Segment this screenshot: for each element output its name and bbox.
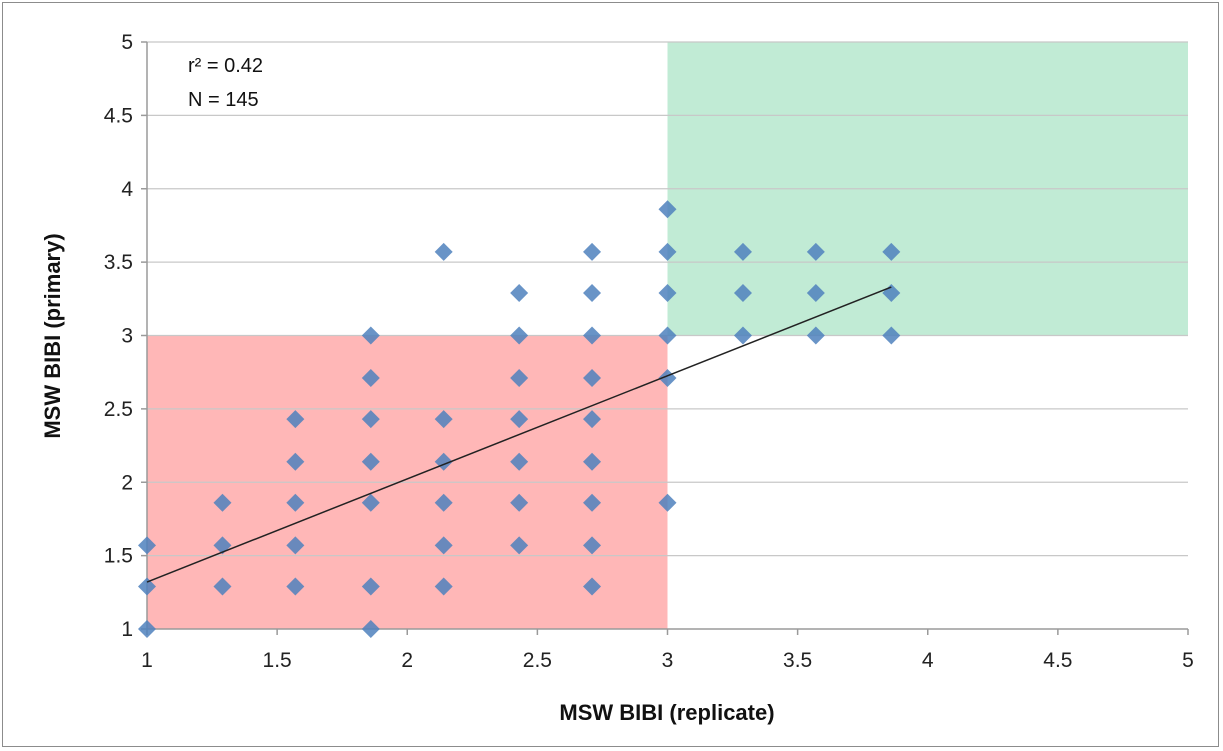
x-tick-label: 1.5 (263, 649, 292, 672)
data-point (583, 242, 602, 261)
x-tick-labels: 1 1.5 2 2.5 3 3.5 4 4.5 5 (141, 649, 1194, 672)
x-tick-label: 3.5 (783, 649, 812, 672)
data-point (882, 242, 901, 261)
data-point (434, 577, 453, 596)
r-squared-annotation: r² = 0.42 (188, 55, 263, 77)
y-tick-label: 1.5 (104, 545, 133, 568)
data-point (361, 452, 380, 471)
data-point (434, 536, 453, 555)
data-point (882, 326, 901, 345)
y-tick-label: 2 (121, 471, 133, 494)
x-tick-label: 3 (662, 649, 674, 672)
data-point (213, 577, 232, 596)
data-point (361, 620, 380, 638)
data-point (213, 493, 232, 512)
data-point (434, 493, 453, 512)
data-point (583, 577, 602, 596)
trendline-group (146, 286, 892, 583)
y-tick-label: 2.5 (104, 398, 133, 421)
data-point (806, 242, 825, 261)
data-point (583, 452, 602, 471)
data-point (583, 493, 602, 512)
y-tick-label: 5 (121, 31, 133, 54)
data-point (510, 326, 529, 345)
data-point (361, 326, 380, 345)
y-tick-label: 3.5 (104, 251, 133, 274)
data-point (286, 536, 305, 555)
data-point (806, 283, 825, 302)
y-tick-label: 4.5 (104, 104, 133, 127)
x-tick-label: 5 (1182, 649, 1194, 672)
data-point (510, 452, 529, 471)
data-point (658, 326, 677, 345)
data-point (361, 369, 380, 388)
data-point (138, 577, 156, 596)
x-axis-title: MSW BIBI (replicate) (559, 700, 774, 725)
y-tick-label: 3 (121, 325, 133, 348)
data-point (658, 283, 677, 302)
data-point (510, 493, 529, 512)
data-point (361, 493, 380, 512)
data-point (658, 493, 677, 512)
data-point (733, 283, 752, 302)
data-point (286, 410, 305, 429)
data-point (658, 242, 677, 261)
data-point (361, 577, 380, 596)
data-point (733, 242, 752, 261)
y-axis-title: MSW BIBI (primary) (40, 233, 65, 438)
data-point (361, 410, 380, 429)
y-tick-label: 4 (121, 178, 133, 201)
data-point (658, 200, 677, 219)
data-point (583, 410, 602, 429)
data-point (733, 326, 752, 345)
x-tick-label: 4.5 (1043, 649, 1072, 672)
x-tick-label: 4 (922, 649, 934, 672)
n-count-annotation: N = 145 (188, 89, 259, 111)
data-point (286, 577, 305, 596)
data-point (286, 452, 305, 471)
x-tick-label: 2 (401, 649, 413, 672)
data-point (583, 536, 602, 555)
data-point (138, 620, 156, 638)
x-tick-label: 1 (141, 649, 153, 672)
data-point (286, 493, 305, 512)
y-tick-label: 1 (121, 618, 133, 641)
data-point (583, 283, 602, 302)
data-point (510, 536, 529, 555)
trendline (146, 286, 892, 583)
data-point (434, 410, 453, 429)
data-point (434, 242, 453, 261)
data-point (583, 369, 602, 388)
y-tick-labels: 1 1.5 2 2.5 3 3.5 4 4.5 5 (104, 31, 134, 641)
data-point (138, 536, 156, 555)
x-tick-label: 2.5 (523, 649, 552, 672)
data-point (510, 283, 529, 302)
axes (141, 41, 1189, 635)
data-point (510, 410, 529, 429)
data-point (510, 369, 529, 388)
data-point (583, 326, 602, 345)
data-point (806, 326, 825, 345)
